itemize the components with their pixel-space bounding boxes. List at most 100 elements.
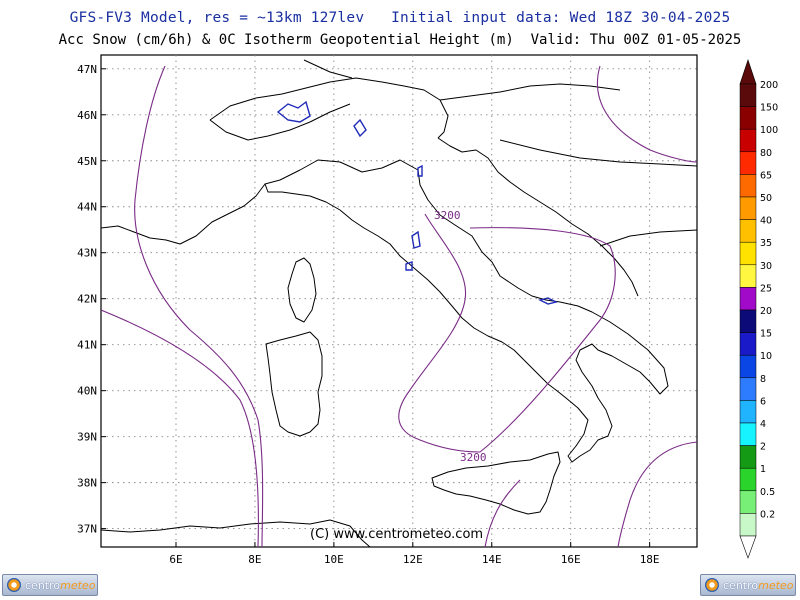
snow-areas (276, 100, 559, 305)
africa-coast (101, 519, 371, 547)
isotherm-contours (101, 65, 697, 547)
isotherm-west (134, 65, 264, 547)
map-frame (100, 54, 698, 548)
legend-label: 35 (760, 238, 772, 249)
legend-swatch (739, 264, 757, 288)
legend-label: 50 (760, 193, 772, 204)
italy-coast (264, 159, 669, 463)
legend-swatch (739, 241, 757, 266)
legend-label: 80 (760, 148, 772, 159)
lat-label: 41N (77, 339, 97, 352)
legend-label: 100 (760, 125, 778, 136)
legend-label: 0.5 (760, 487, 775, 498)
legend-swatch (739, 151, 757, 175)
isotherm-sw (101, 309, 259, 547)
legend-label: 200 (760, 80, 778, 91)
legend-arrow-top (739, 59, 757, 85)
legend-label: 150 (760, 103, 778, 114)
sardinia-coast (265, 331, 323, 437)
legend-label: 2 (760, 442, 766, 453)
snow-alps-east (353, 118, 367, 138)
legend-swatch (739, 513, 757, 537)
lon-label: 6E (169, 553, 182, 566)
legend-swatch (739, 400, 757, 424)
copyright-text: (C) www.centrometeo.com (310, 527, 484, 542)
balkans-coast (437, 137, 639, 297)
lon-label: 18E (640, 553, 660, 566)
legend-label: 25 (760, 283, 772, 294)
legend-swatch (739, 128, 757, 153)
legend-swatch (739, 332, 757, 356)
corsica-coast (287, 257, 317, 323)
legend-swatch (739, 445, 757, 469)
legend-swatch (739, 219, 757, 243)
logo-text-2: meteo (60, 578, 96, 592)
centrometeo-logo-left[interactable]: centro meteo (2, 574, 98, 596)
lon-label: 14E (482, 553, 502, 566)
legend-swatch (739, 422, 757, 446)
legend-label: 15 (760, 329, 772, 340)
lon-label: 12E (403, 553, 423, 566)
lon-label: 16E (561, 553, 581, 566)
legend-label: 20 (760, 306, 772, 317)
legend-label: 0.2 (760, 509, 775, 520)
legend-swatch (739, 490, 757, 514)
lat-label: 38N (77, 477, 97, 490)
legend-arrow-bottom (739, 535, 757, 559)
chart-title: GFS-FV3 Model, res = ~13km 127lev Initia… (69, 10, 731, 26)
lon-label: 10E (324, 553, 344, 566)
logo-icon (705, 578, 719, 592)
switzerland-border (209, 103, 351, 141)
centrometeo-logo-right[interactable]: centro meteo (700, 574, 796, 596)
lat-label: 40N (77, 385, 97, 398)
legend-label: 6 (760, 396, 766, 407)
snow-alps-west (276, 100, 311, 123)
legend-swatch (739, 309, 757, 333)
hungary-border (439, 83, 621, 101)
legend: 200 150 100 80 65 50 40 35 30 25 20 15 10 8 6 4 2 1 0.5 0.2 (739, 59, 778, 559)
snow-apennine-3 (417, 164, 423, 177)
legend-label: 10 (760, 351, 772, 362)
contour-label-south: 3200 (460, 451, 487, 464)
legend-swatch (739, 106, 757, 130)
lat-label: 44N (77, 201, 97, 214)
axis-labels: 47N 46N 45N 44N 43N 42N 41N 40N 39N 38N 37N 6E 8E 10E… (77, 63, 659, 566)
coastlines (101, 59, 697, 547)
lat-label: 45N (77, 155, 97, 168)
snow-apennine-1 (411, 230, 421, 249)
legend-swatch (739, 467, 757, 492)
lat-label: 47N (77, 63, 97, 76)
contour-label-north: 3200 (434, 209, 461, 222)
sicily-coast (431, 451, 561, 515)
legend-label: 1 (760, 464, 766, 475)
legend-label: 4 (760, 419, 766, 430)
albania-border (599, 229, 697, 247)
chart-subtitle: Acc Snow (cm/6h) & 0C Isotherm Geopotent… (58, 32, 742, 48)
legend-swatch (739, 354, 757, 379)
isotherm-south (484, 479, 521, 547)
legend-swatch (739, 174, 757, 198)
lon-label: 8E (248, 553, 261, 566)
logo-text-1: centro (25, 578, 61, 592)
isotherm-se (617, 441, 697, 547)
austria-border (303, 59, 353, 79)
lat-label: 37N (77, 523, 97, 536)
legend-label: 65 (760, 170, 772, 181)
alps-border (209, 77, 449, 139)
snow-apennine-2 (405, 261, 413, 271)
lat-label: 43N (77, 247, 97, 260)
lat-label: 46N (77, 109, 97, 122)
logo-text-1: centro (723, 578, 759, 592)
legend-swatch (739, 377, 757, 401)
logo-icon (7, 578, 21, 592)
legend-label: 30 (760, 261, 772, 272)
lat-label: 39N (77, 431, 97, 444)
lat-label: 42N (77, 293, 97, 306)
isotherm-central (398, 213, 616, 453)
legend-swatch (739, 196, 757, 220)
legend-swatch (739, 83, 757, 107)
snow-gargano (537, 297, 559, 305)
france-coast (101, 183, 266, 245)
logo-text-2: meteo (758, 578, 794, 592)
